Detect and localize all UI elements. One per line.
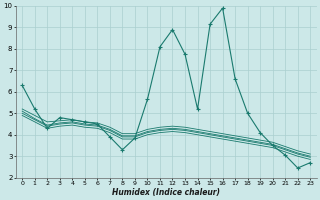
X-axis label: Humidex (Indice chaleur): Humidex (Indice chaleur) (112, 188, 220, 197)
